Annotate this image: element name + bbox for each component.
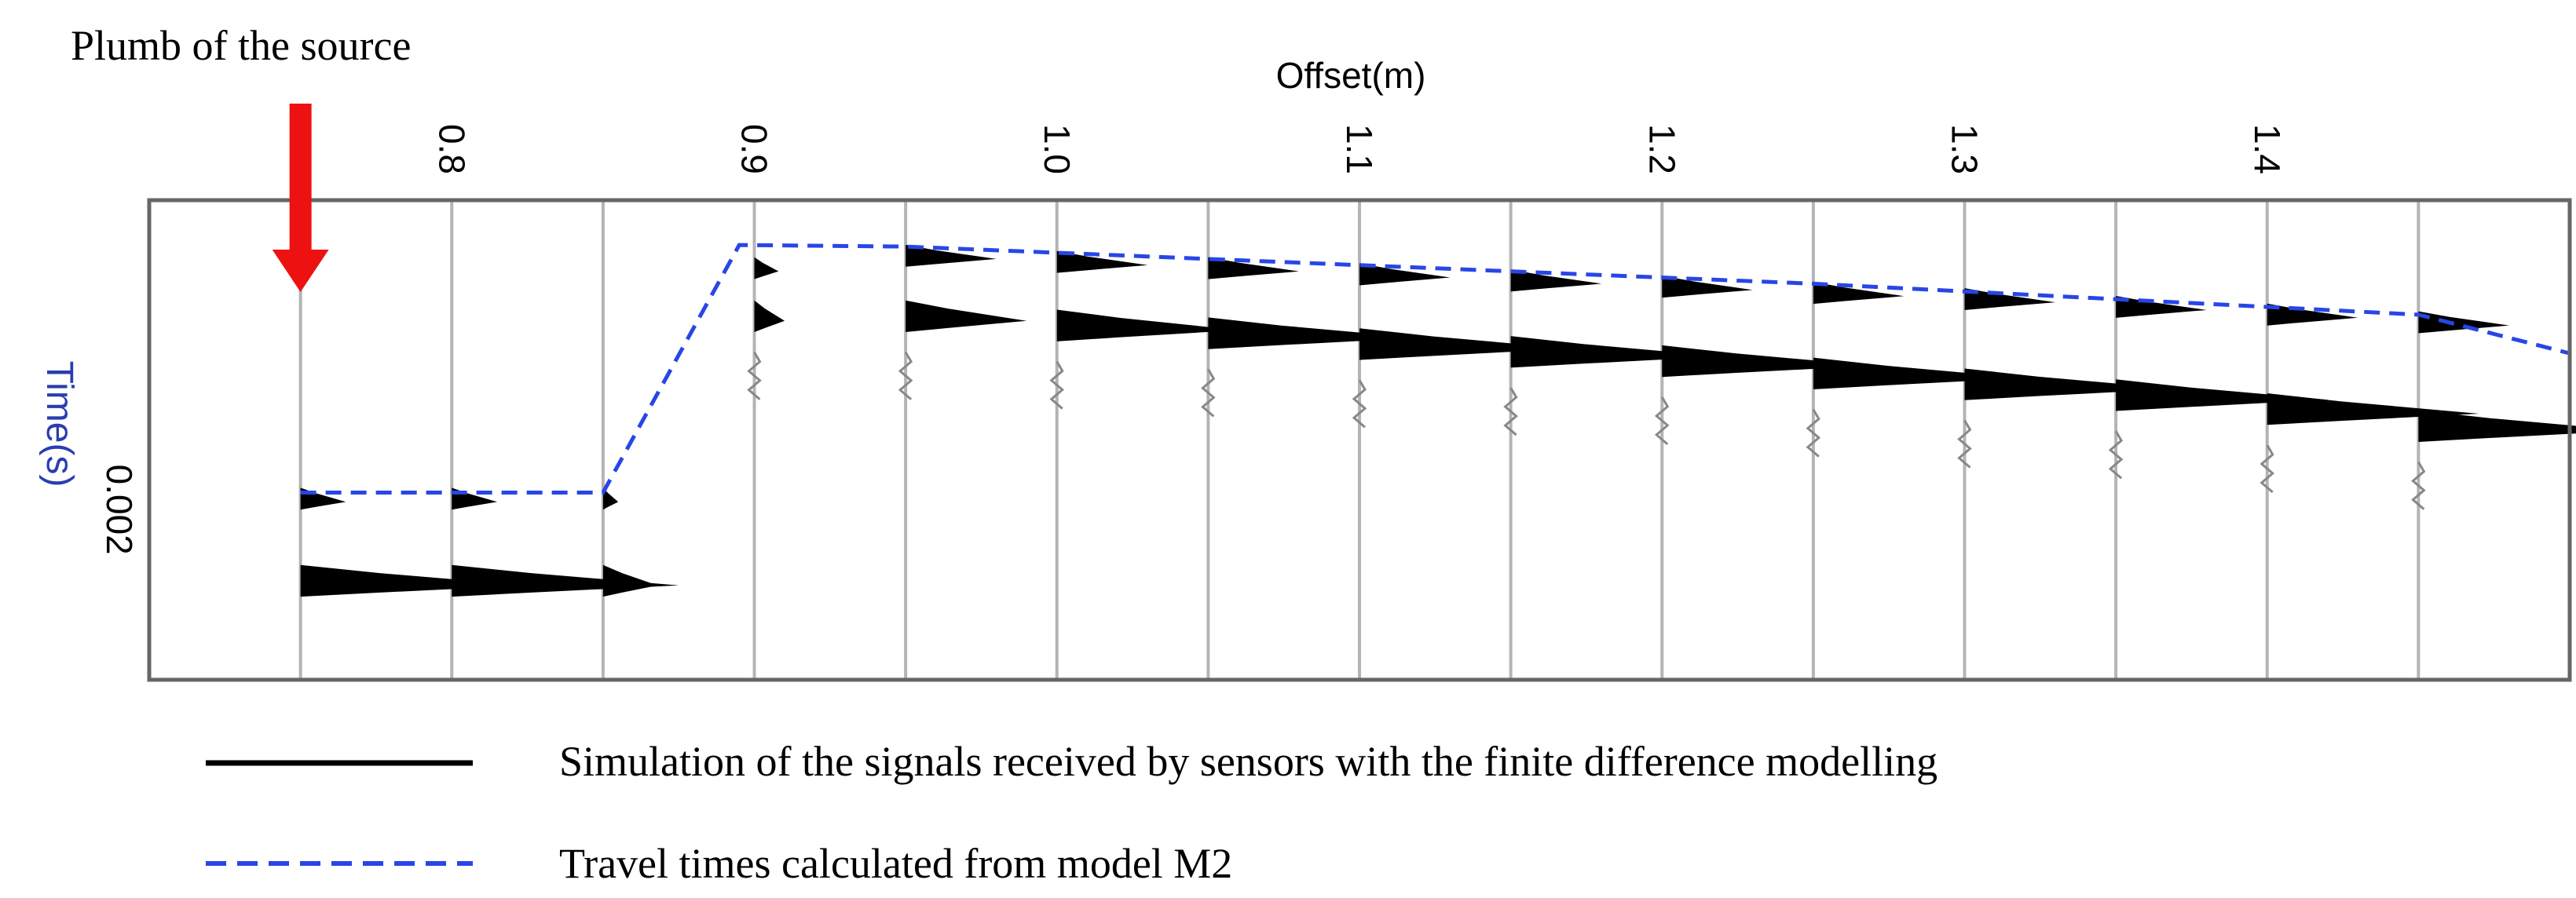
wavelet-first-arrival-4	[906, 244, 997, 267]
x-axis-label: Offset(m)	[1276, 55, 1426, 96]
wavelet-first-arrival-11	[1964, 288, 2056, 310]
coda-wiggle-12	[2108, 430, 2124, 480]
wavelet-second-arrival-9	[1662, 345, 1874, 378]
coda-wiggle-4	[898, 351, 913, 400]
x-tick-label-6: 1.4	[2247, 124, 2288, 174]
wavelet-first-arrival-3	[754, 257, 779, 279]
wavelet-second-arrival-11	[1964, 368, 2177, 400]
coda-wiggle-9	[1654, 396, 1670, 446]
x-tick-labels: 0.8 0.9 1.0 1.1 1.2 1.3 1.4	[431, 124, 2288, 174]
wavelet-second-arrival-14	[2418, 410, 2576, 442]
coda-wiggle-13	[2259, 444, 2275, 494]
wavelet-second-arrival-4	[906, 300, 1027, 333]
source-arrow-icon	[272, 104, 329, 292]
x-tick-label-3: 1.1	[1339, 124, 1380, 174]
coda-wiggle-11	[1957, 419, 1972, 469]
wavelet-second-arrival-1	[452, 564, 679, 597]
y-axis-label: Time(s)	[38, 361, 80, 487]
y-tick-labels: 0.002	[99, 465, 140, 555]
seismic-traces	[300, 244, 2576, 597]
wavelet-first-arrival-10	[1813, 282, 1905, 305]
wavelet-first-arrival-6	[1208, 257, 1299, 279]
wavelet-second-arrival-2	[602, 564, 658, 597]
coda-wiggle-10	[1806, 408, 1821, 458]
wavelet-second-arrival-8	[1510, 336, 1723, 368]
coda-wiggle-3	[747, 351, 762, 400]
travel-time-curve-group	[300, 243, 2571, 495]
legend-label-travel-times: Travel times calculated from model M2	[559, 840, 1232, 887]
wavelet-first-arrival-12	[2116, 295, 2207, 318]
coda-wiggle-6	[1201, 368, 1216, 418]
wavelet-second-arrival-3	[754, 300, 785, 333]
travel-time-curve	[300, 243, 2571, 495]
wavelet-first-arrival-14	[2418, 311, 2509, 334]
wavelet-first-arrival-9	[1662, 276, 1753, 298]
wavelet-second-arrival-5	[1056, 309, 1239, 341]
wavelet-second-arrival-0	[300, 564, 528, 597]
x-tick-label-5: 1.3	[1945, 124, 1985, 174]
wavelet-second-arrival-7	[1359, 328, 1572, 360]
wavelet-first-arrival-13	[2267, 303, 2358, 326]
wavelet-second-arrival-12	[2116, 379, 2328, 411]
wavelet-first-arrival-8	[1510, 269, 1602, 292]
coda-wiggle-8	[1503, 387, 1518, 436]
wavelet-second-arrival-6	[1208, 317, 1421, 349]
wavelet-first-arrival-5	[1056, 250, 1148, 273]
source-annotation: Plumb of the source	[71, 22, 411, 69]
legend-label-simulation: Simulation of the signals received by se…	[559, 738, 1937, 785]
coda-wiggle-5	[1049, 360, 1065, 410]
x-tick-label-2: 1.0	[1037, 124, 1078, 174]
x-tick-label-1: 0.9	[734, 124, 775, 174]
wavelet-first-arrival-2	[602, 487, 619, 510]
x-tick-label-0: 0.8	[431, 124, 472, 174]
coda-wiggle-14	[2411, 461, 2426, 510]
trace-baselines	[298, 200, 2420, 680]
y-tick-label-0: 0.002	[99, 465, 140, 555]
wavelet-second-arrival-10	[1813, 357, 2025, 389]
plot-frame	[147, 198, 2572, 682]
x-tick-label-4: 1.2	[1641, 124, 1682, 174]
coda-wiggle-7	[1352, 379, 1367, 429]
legend: Simulation of the signals received by se…	[206, 738, 1937, 887]
wavelet-first-arrival-7	[1359, 263, 1451, 286]
wavelet-second-arrival-13	[2267, 392, 2479, 425]
